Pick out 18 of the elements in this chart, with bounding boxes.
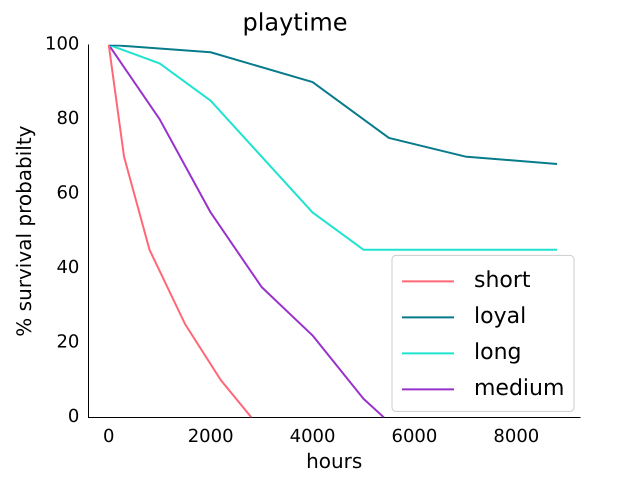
legend-label: long xyxy=(474,340,522,366)
legend-label: loyal xyxy=(474,304,526,330)
y-tick-label: 0 xyxy=(68,406,80,428)
y-tick-label: 80 xyxy=(56,108,80,129)
y-tick-label: 40 xyxy=(56,257,80,278)
x-tick-label: 8000 xyxy=(493,426,540,447)
x-tick-label: 6000 xyxy=(392,426,438,447)
legend-label: medium xyxy=(474,376,564,402)
x-tick-label: 2000 xyxy=(188,426,234,447)
chart-title: playtime xyxy=(242,8,348,37)
legend-label: short xyxy=(474,268,531,294)
y-axis-title: % survival probabilty xyxy=(12,125,36,337)
x-tick-label: 4000 xyxy=(290,426,336,447)
x-axis-title: hours xyxy=(306,449,362,474)
y-tick-label: 100 xyxy=(44,33,80,54)
x-tick-label: 0 xyxy=(103,426,114,447)
y-tick-label: 60 xyxy=(56,182,80,204)
y-tick-label: 20 xyxy=(56,332,80,353)
